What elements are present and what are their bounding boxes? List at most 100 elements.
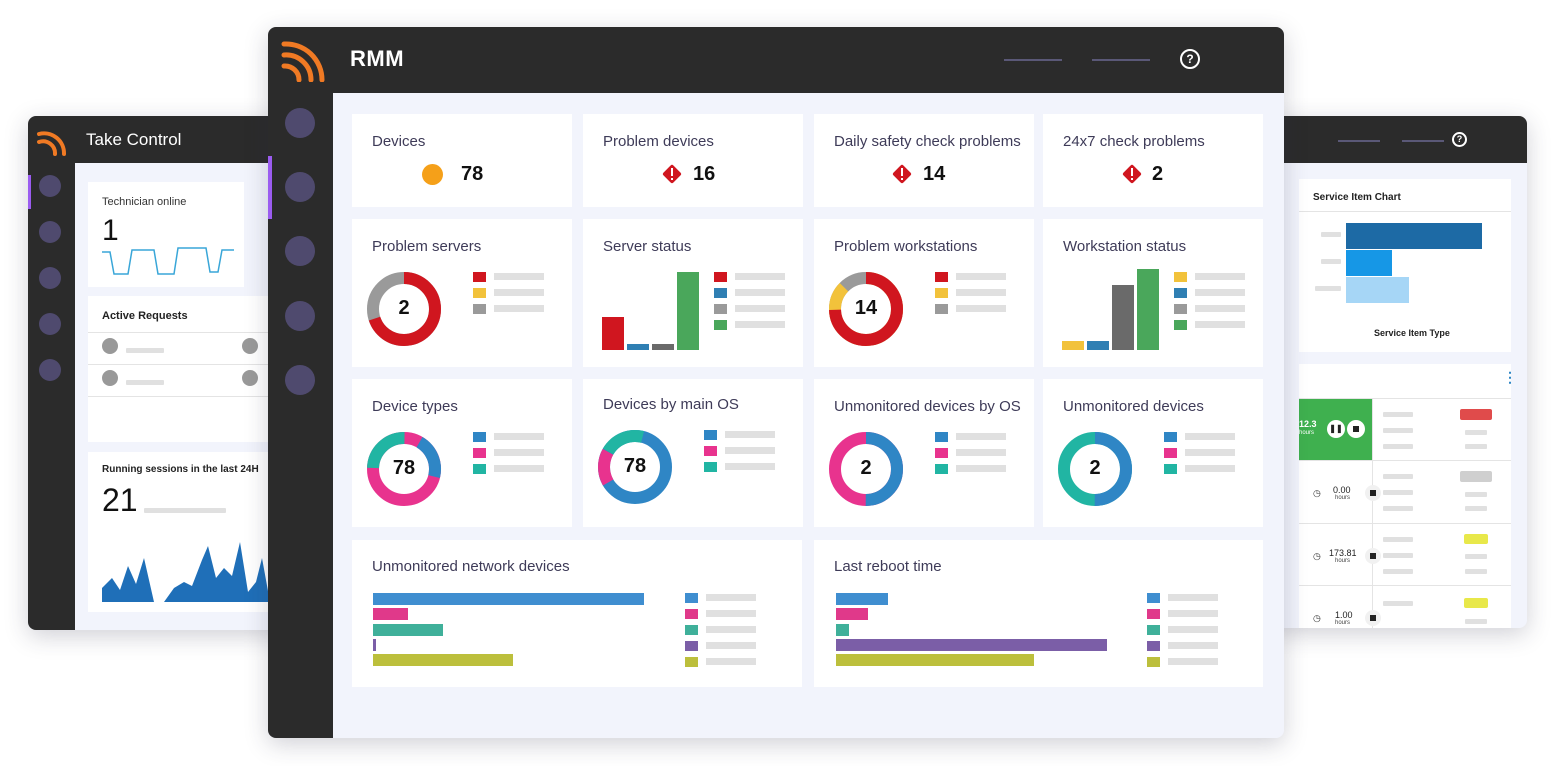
timer-value: 1.00 (1335, 610, 1353, 620)
stat-label: Problem devices (603, 133, 714, 150)
stat-card-problem-devices[interactable]: Problem devices 16 (583, 114, 803, 207)
status-bar (652, 344, 674, 350)
clock-icon: ◷ (1313, 488, 1321, 498)
timer-unit: hours (1335, 620, 1351, 626)
technician-online-value: 1 (102, 214, 119, 247)
devices-by-os-donut (598, 429, 672, 504)
problem-workstations-card[interactable]: Problem workstations 14 (814, 219, 1034, 367)
sidebar-item-4[interactable] (39, 313, 61, 335)
device-types-card[interactable]: Device types 78 (352, 379, 572, 527)
request-avatar (242, 338, 258, 354)
service-topbar: ? (1270, 116, 1527, 163)
request-avatar (242, 370, 258, 386)
take-control-sidebar (28, 163, 75, 630)
status-bar (1087, 341, 1109, 350)
take-control-title: Take Control (86, 130, 182, 149)
active-indicator (268, 156, 272, 219)
donut-value: 2 (398, 297, 410, 319)
stop-button[interactable] (1365, 485, 1381, 501)
widget-title: Devices by main OS (603, 396, 739, 413)
network-bar (373, 654, 513, 666)
sidebar-item-1[interactable] (39, 175, 61, 197)
network-bar (373, 639, 376, 651)
last-reboot-card[interactable]: Last reboot time (814, 540, 1263, 687)
donut-value: 78 (623, 455, 647, 477)
timer-value: 12.3 (1299, 419, 1317, 429)
timer-value: 173.81 (1329, 548, 1357, 558)
sidebar-item-5[interactable] (285, 365, 315, 395)
unmonitored-by-os-donut (829, 432, 903, 506)
legend-swatch (473, 272, 486, 282)
status-bar (602, 317, 624, 350)
donut-value: 2 (1089, 457, 1101, 479)
nav-tab-2[interactable] (1402, 140, 1444, 142)
sidebar-item-5[interactable] (39, 359, 61, 381)
widget-title: Unmonitored devices by OS (834, 398, 1021, 415)
stat-value: 78 (461, 163, 484, 185)
stat-value: 14 (923, 163, 946, 185)
status-badge (1464, 598, 1488, 608)
sidebar-item-1[interactable] (285, 108, 315, 138)
status-badge (1460, 471, 1492, 482)
donut-value: 78 (392, 457, 416, 479)
clock-icon: ◷ (1313, 551, 1321, 561)
network-bar (373, 608, 408, 620)
warning-icon (662, 164, 682, 184)
app-title: RMM (350, 46, 405, 71)
status-badge (1460, 409, 1492, 420)
unmonitored-devices-donut (1058, 432, 1132, 506)
running-sessions-value: 21 (102, 482, 138, 518)
active-indicator (28, 175, 31, 209)
stop-button[interactable] (1347, 420, 1365, 438)
warning-icon (1122, 164, 1142, 184)
sidebar-item-2[interactable] (39, 221, 61, 243)
stat-card-daily-safety[interactable]: Daily safety check problems 14 (814, 114, 1034, 207)
problem-workstations-donut (829, 272, 903, 346)
status-bar (1062, 341, 1084, 350)
sidebar-item-4[interactable] (285, 301, 315, 331)
sidebar-item-2[interactable] (285, 172, 315, 202)
timer-unit: hours (1335, 558, 1351, 564)
pause-icon[interactable]: ❚❚ (1327, 420, 1345, 438)
status-bar (1137, 269, 1159, 350)
workstation-status-card[interactable]: Workstation status (1043, 219, 1263, 367)
stat-card-devices[interactable]: Devices 78 (352, 114, 572, 207)
service-chart-xlabel: Service Item Type (1374, 328, 1450, 338)
help-icon[interactable]: ? (1180, 49, 1200, 69)
widget-title: Device types (372, 398, 458, 415)
stat-label: Daily safety check problems (834, 133, 1021, 150)
service-bar (1346, 277, 1409, 303)
widget-title: Problem servers (372, 238, 482, 255)
timers-card: ⋮ 12.3 hours ❚❚ ◷ 0.00 hours ◷ 173.81 ho… (1299, 364, 1517, 628)
request-avatar (102, 370, 118, 386)
server-status-card[interactable]: Server status (583, 219, 803, 367)
stop-button[interactable] (1365, 548, 1381, 564)
nav-tab-1[interactable] (1004, 59, 1062, 61)
service-chart-title: Service Item Chart (1313, 192, 1401, 203)
clock-icon: ◷ (1313, 613, 1321, 623)
stop-button[interactable] (1365, 610, 1381, 626)
technician-online-label: Technician online (102, 196, 187, 208)
warning-icon (892, 164, 912, 184)
more-options-icon[interactable]: ⋮ (1503, 369, 1517, 385)
sidebar-item-3[interactable] (285, 236, 315, 266)
status-bar (677, 272, 699, 350)
widget-title: Last reboot time (834, 558, 942, 575)
sidebar-item-3[interactable] (39, 267, 61, 289)
problem-servers-card[interactable]: Problem servers 2 (352, 219, 572, 367)
help-icon[interactable]: ? (1452, 132, 1467, 147)
stat-value: 2 (1152, 163, 1164, 185)
devices-by-os-card[interactable]: Devices by main OS 78 (583, 379, 803, 527)
unmonitored-network-card[interactable]: Unmonitored network devices (352, 540, 802, 687)
nav-tab-2[interactable] (1092, 59, 1150, 61)
stat-card-24x7[interactable]: 24x7 check problems 2 (1043, 114, 1263, 207)
unmonitored-devices-card[interactable]: Unmonitored devices 2 (1043, 379, 1263, 527)
status-badge (1464, 534, 1488, 544)
network-bar (373, 624, 443, 636)
status-dot-icon (422, 164, 443, 185)
take-control-window: Take Control Technician online 1 Active … (28, 116, 288, 630)
unmonitored-by-os-card[interactable]: Unmonitored devices by OS 2 (814, 379, 1034, 527)
rmm-topbar: RMM ? (268, 27, 1284, 93)
nav-tab-1[interactable] (1338, 140, 1380, 142)
service-window: ? Service Item Chart Service Item Type ⋮… (1270, 116, 1527, 628)
